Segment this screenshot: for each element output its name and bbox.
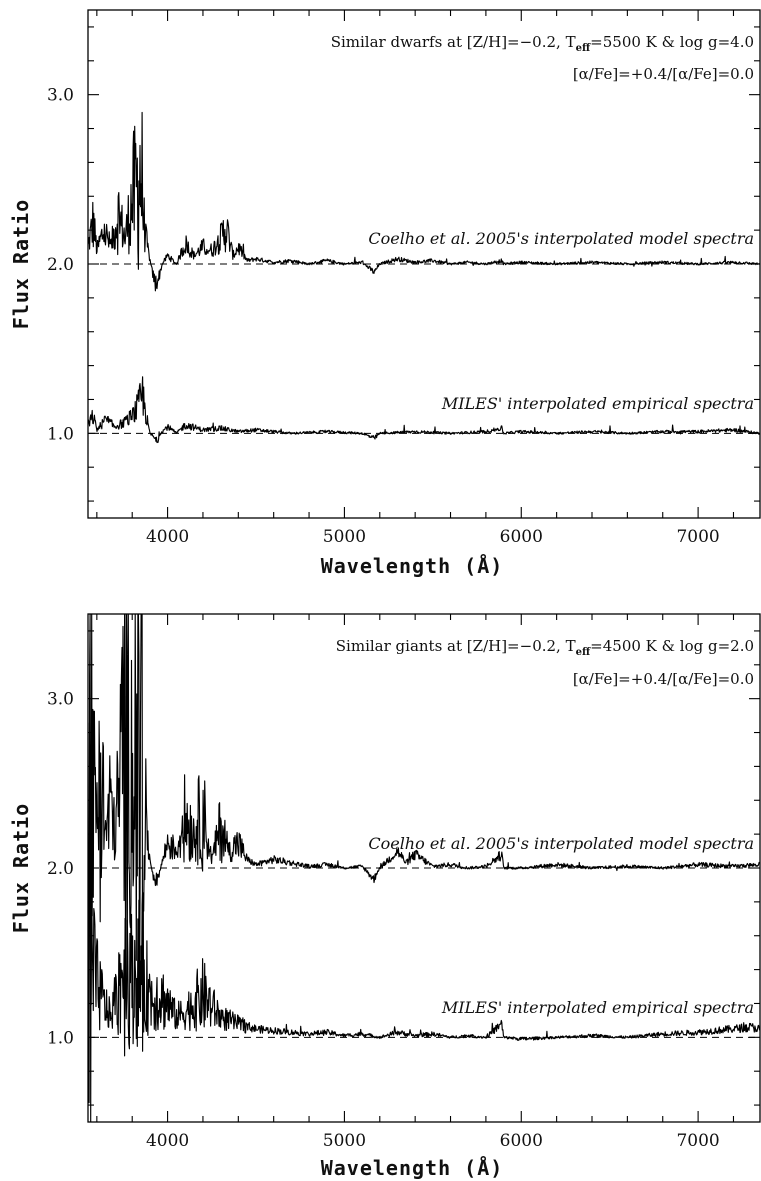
x-tick-label: 5000 — [323, 1131, 366, 1151]
x-tick-label: 4000 — [146, 527, 189, 547]
y-tick-label: 2.0 — [47, 859, 74, 879]
spectrum-line-empirical — [88, 376, 760, 444]
y-axis-title: Flux Ratio — [9, 199, 33, 329]
x-tick-label: 7000 — [676, 527, 719, 547]
series-label-empirical: MILES' interpolated empirical spectra — [441, 394, 754, 413]
y-tick-label: 2.0 — [47, 255, 74, 275]
annotation-line-2: [α/Fe]=+0.4/[α/Fe]=0.0 — [573, 670, 754, 688]
spectrum-line-empirical — [88, 885, 760, 1057]
y-tick-label: 3.0 — [47, 86, 74, 106]
y-tick-label: 3.0 — [47, 690, 74, 710]
annotation-line-2: [α/Fe]=+0.4/[α/Fe]=0.0 — [573, 65, 754, 83]
y-tick-label: 1.0 — [47, 424, 74, 444]
spectrum-line-model — [88, 111, 760, 292]
chart-panel-1: 4000 5000 6000 7000 1.0 2.0 3.0 Wavelength (Å) F… — [9, 9, 761, 578]
x-axis-title: Wavelength (Å) — [321, 1156, 504, 1180]
annotation-line-1: Similar giants at [Z/H]=−0.2, Teff=4500 … — [336, 637, 754, 658]
series-label-model: Coelho et al. 2005's interpolated model … — [368, 229, 754, 248]
x-tick-label: 6000 — [500, 1131, 543, 1151]
chart-panel-2: 4000 5000 6000 7000 1.0 2.0 3.0 Wavelength (Å) F… — [9, 613, 761, 1180]
y-axis-title: Flux Ratio — [9, 803, 33, 933]
x-axis-title: Wavelength (Å) — [321, 554, 504, 578]
x-tick-label: 5000 — [323, 527, 366, 547]
spectrum-line-model — [88, 614, 760, 1122]
x-tick-label: 6000 — [500, 527, 543, 547]
series-label-model: Coelho et al. 2005's interpolated model … — [368, 834, 754, 853]
x-tick-label: 4000 — [146, 1131, 189, 1151]
annotation-line-1: Similar dwarfs at [Z/H]=−0.2, Teff=5500 … — [331, 33, 754, 54]
y-tick-label: 1.0 — [47, 1028, 74, 1048]
series-label-empirical: MILES' interpolated empirical spectra — [441, 998, 754, 1017]
x-tick-label: 7000 — [676, 1131, 719, 1151]
